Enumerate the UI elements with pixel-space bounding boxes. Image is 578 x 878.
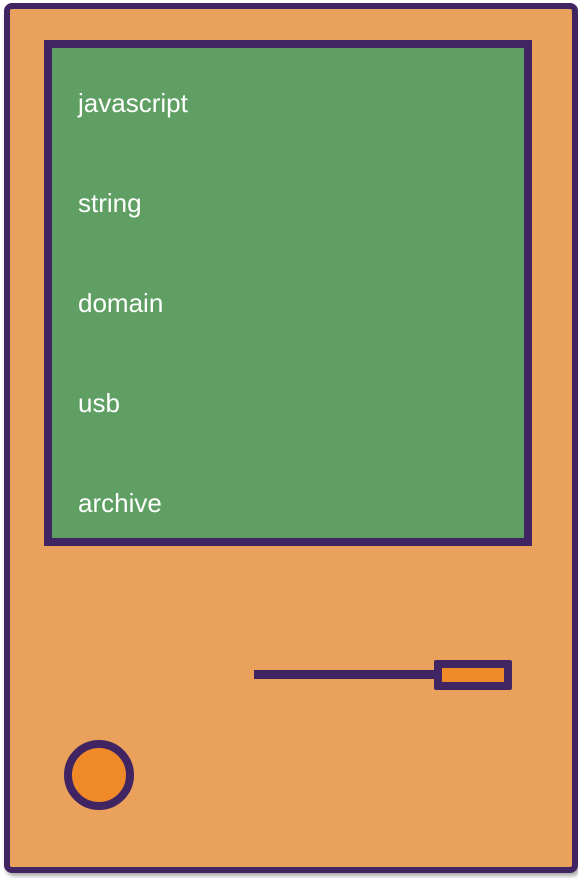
disk-slot-icon[interactable]: [434, 660, 512, 690]
power-button-icon[interactable]: [64, 740, 134, 810]
screen-panel: javascript string domain usb archive: [44, 40, 532, 546]
screen-item-domain[interactable]: domain: [78, 288, 164, 318]
disk-slot-line: [254, 670, 444, 679]
screen-item-archive[interactable]: archive: [78, 488, 162, 518]
computer-device: javascript string domain usb archive: [4, 3, 578, 873]
screen-item-javascript[interactable]: javascript: [78, 88, 188, 118]
screen-item-string[interactable]: string: [78, 188, 142, 218]
screen-item-usb[interactable]: usb: [78, 388, 120, 418]
